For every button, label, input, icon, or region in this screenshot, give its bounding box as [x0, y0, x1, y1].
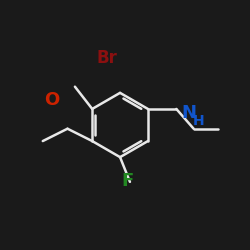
Text: N: N: [182, 104, 197, 122]
Text: Br: Br: [96, 49, 117, 67]
Text: O: O: [44, 91, 60, 109]
Text: H: H: [193, 114, 204, 128]
Text: F: F: [121, 172, 134, 190]
